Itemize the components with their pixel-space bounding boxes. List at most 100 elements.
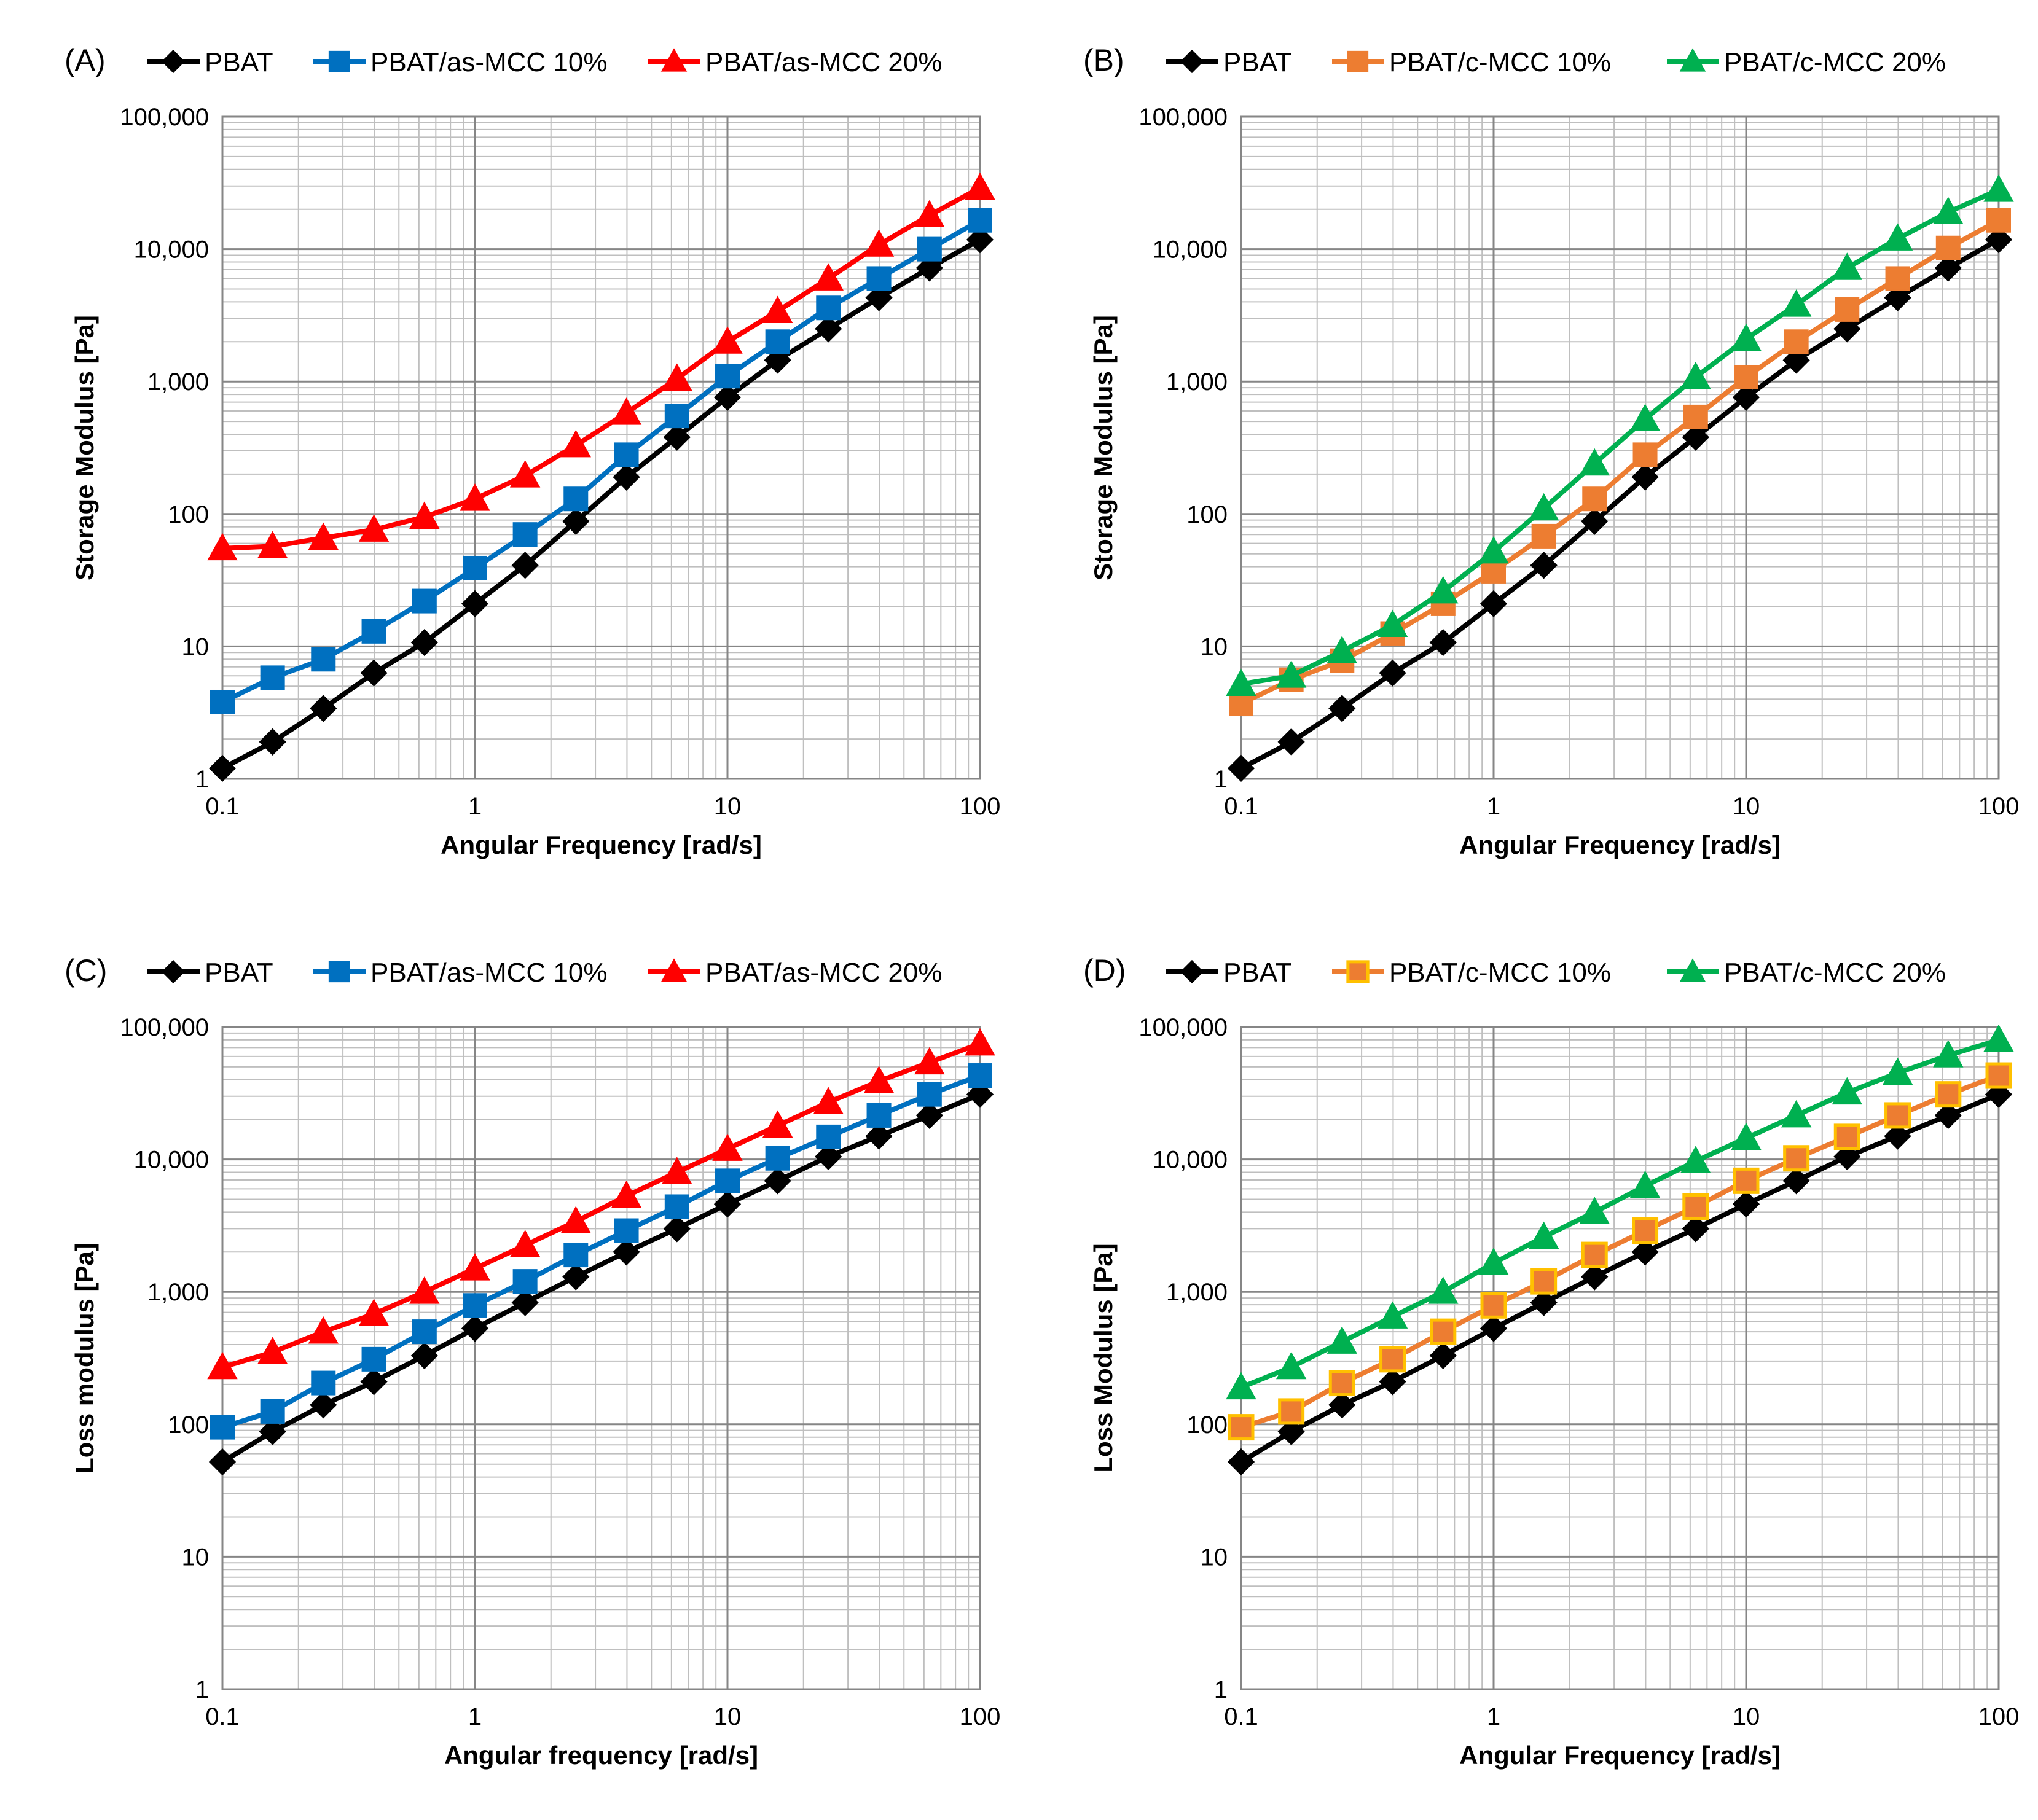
data-point [1935, 235, 1961, 260]
legend: PBAT PBAT/as-MCC 10% PBAT/as-MCC 20% [147, 958, 943, 988]
data-point [1986, 208, 2011, 233]
data-point [865, 1122, 893, 1150]
y-tick-label: 100 [1186, 501, 1228, 528]
data-point [1934, 254, 1962, 282]
data-point [866, 1103, 892, 1128]
data-point [662, 1157, 692, 1184]
data-point [361, 619, 386, 644]
data-point [1480, 590, 1508, 618]
data-point [712, 1133, 743, 1161]
data-point [1632, 442, 1658, 467]
series-pbat-as-mcc-20- [207, 172, 995, 561]
legend-marker [161, 49, 186, 74]
legend-marker [161, 959, 186, 984]
data-point [311, 1370, 336, 1396]
chart-svg: 0.1 1 10 1001101001,00010,000100,000Angular… [1083, 953, 2019, 1770]
data-point [1428, 576, 1459, 604]
chart-svg: 0.1 1 10 1001101001,00010,000100,000Angular… [1083, 43, 2020, 859]
y-tick-label: 10,000 [1153, 1147, 1228, 1174]
data-point [1377, 609, 1408, 638]
data-point [1835, 297, 1860, 322]
legend-marker [660, 48, 688, 72]
data-point [662, 363, 692, 391]
data-point [1832, 252, 1862, 280]
series-pbat-c-mcc-10- [1229, 208, 2011, 716]
x-tick-label: 1 [468, 1703, 482, 1730]
data-point [1227, 754, 1255, 783]
data-point [208, 754, 237, 783]
legend-marker [1679, 958, 1706, 982]
chart-panel-d: 0.1 1 10 100 1 10 100 1,000 10,000 100,000 Angular… [1019, 910, 2037, 1819]
data-point [1732, 383, 1760, 412]
data-point [257, 531, 288, 558]
y-axis-title: Loss Modulus [Pa] [1089, 1243, 1118, 1472]
data-point [965, 1028, 995, 1056]
data-point [1277, 728, 1305, 756]
x-tick-label: 100 [1978, 793, 2020, 820]
data-point [1933, 1040, 1964, 1068]
data-point [968, 208, 992, 233]
data-point [965, 172, 995, 200]
panel-label: (C) [65, 953, 107, 988]
legend-label: PBAT/c-MCC 10% [1389, 47, 1611, 77]
data-point [1731, 1122, 1762, 1150]
data-point [813, 1087, 844, 1114]
data-point [310, 1391, 337, 1419]
chart-panel-b: 0.1 1 10 100 1 10 100 1,000 10,000 100,000 Angular… [1019, 0, 2037, 909]
data-point [1480, 1292, 1507, 1319]
data-point [764, 346, 791, 374]
panel-label: (D) [1083, 953, 1126, 988]
data-point [1833, 1142, 1861, 1171]
legend-marker [1180, 959, 1204, 984]
data-point [1983, 174, 2014, 202]
data-point [260, 665, 285, 690]
data-point [210, 1415, 235, 1440]
y-tick-label: 1 [195, 1676, 209, 1703]
series-pbat-as-mcc-10- [210, 1063, 992, 1440]
data-point [1428, 1276, 1459, 1304]
data-point [208, 1448, 237, 1476]
legend-label: PBAT/c-MCC 10% [1389, 958, 1611, 988]
data-point [712, 326, 743, 354]
data-point [1379, 1346, 1406, 1373]
data-point [360, 659, 388, 687]
y-tick-label: 1 [195, 766, 209, 793]
y-tick-label: 1 [1214, 766, 1228, 793]
data-point [1528, 493, 1559, 521]
x-tick-label: 10 [714, 1703, 742, 1730]
data-point [765, 329, 790, 354]
legend-label: PBAT/as-MCC 10% [370, 47, 608, 77]
data-point [1530, 552, 1558, 579]
plot-frame [1240, 115, 2000, 780]
series-line [222, 186, 981, 551]
data-point [463, 555, 487, 580]
x-tick-label: 1 [1487, 793, 1500, 820]
legend-label: PBAT/as-MCC 20% [705, 958, 943, 988]
y-axis-title: Storage Modulus [Pa] [1089, 315, 1118, 580]
x-axis-title: Angular Frequency [rad/s] [1459, 830, 1781, 859]
data-point [1882, 1057, 1913, 1085]
data-point [1226, 668, 1256, 697]
legend-label: PBAT [1223, 958, 1292, 988]
data-point [358, 1299, 390, 1326]
legend: PBAT PBAT/c-MCC 10% PBAT/c-MCC 20% [1166, 958, 1946, 988]
data-point [1581, 1263, 1609, 1291]
data-point [1379, 1368, 1406, 1396]
series-pbat [208, 1080, 994, 1476]
data-point [1782, 346, 1810, 374]
data-point [460, 1253, 490, 1281]
data-point [1429, 628, 1457, 657]
data-point [663, 1215, 691, 1243]
data-point [1582, 486, 1607, 512]
data-point [816, 1124, 841, 1149]
data-point [1682, 423, 1709, 451]
data-point [1784, 329, 1809, 354]
legend-label: PBAT/c-MCC 20% [1724, 958, 1946, 988]
data-point [1884, 1102, 1911, 1129]
data-point [512, 1269, 538, 1294]
legend-marker [1346, 960, 1370, 983]
y-tick-label: 100 [168, 501, 209, 528]
data-point [815, 315, 842, 343]
data-point [1277, 1418, 1305, 1445]
data-point [412, 588, 437, 614]
